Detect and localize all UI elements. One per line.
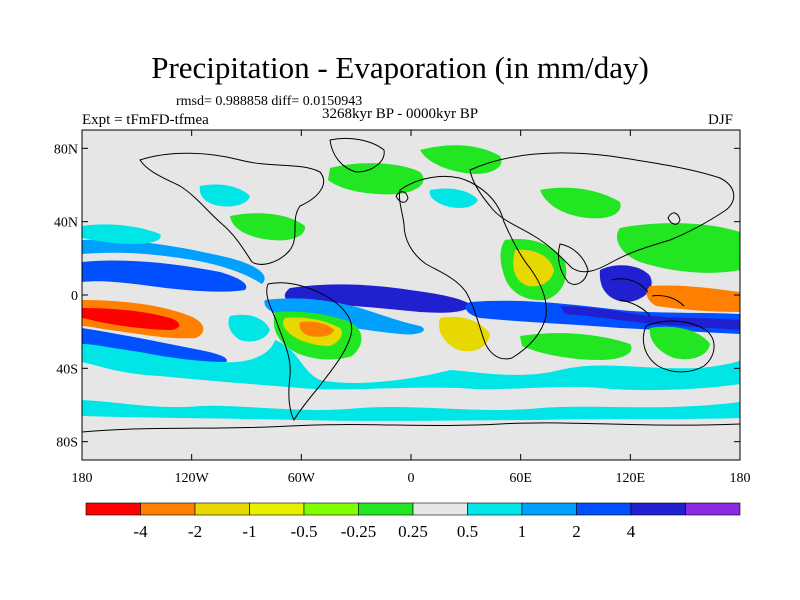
colorbar-swatch [358, 502, 414, 516]
field-s-africa-yellow [438, 316, 490, 352]
coast-asia [469, 152, 735, 273]
colorbar-swatch [630, 502, 686, 516]
coast-antarctica [82, 422, 740, 433]
map-title: Precipitation - Evaporation (in mm/day) [151, 50, 649, 85]
longitude-axis: 180 120W 60W 0 60E 120E 180 [72, 130, 751, 486]
coast-europe-africa [399, 176, 547, 360]
lat-tick-label: 40S [56, 362, 78, 377]
field-sa-orange [299, 321, 334, 337]
colorbar-label: 0.5 [457, 522, 478, 541]
coast-indian-subcontinent [557, 243, 589, 285]
experiment-label: Expt = tFmFD-tfmea [82, 112, 209, 128]
field-na-green [230, 213, 306, 241]
field-asia-green [540, 187, 621, 219]
field-nw-pacific-cyan [82, 224, 161, 244]
field-band-pacific-south-blue [82, 328, 227, 362]
coast-maritime-continent [611, 278, 685, 317]
coast-south-america [266, 282, 353, 422]
lon-tick-label: 60E [509, 471, 532, 486]
coastlines [82, 137, 740, 433]
lat-tick-label: 80N [54, 142, 78, 157]
field-s-indian-green [520, 333, 632, 360]
field-eurasia-green [420, 145, 502, 174]
field-wpac-green [616, 223, 740, 273]
colorbar-swatch [194, 502, 250, 516]
field-e-pacific-cyan [228, 314, 270, 342]
lon-tick-label: 120W [175, 471, 210, 486]
lon-tick-label: 180 [72, 471, 93, 486]
colorbar: -4 -2 -1 -0.5 -0.25 0.25 0.5 1 2 4 [85, 502, 741, 541]
colorbar-swatch [85, 502, 141, 516]
field-maritime-orange [646, 285, 740, 312]
colorbar-label: -1 [242, 522, 256, 541]
colorbar-swatch [303, 502, 359, 516]
colorbar-swatch [576, 502, 632, 516]
field-australia-green [649, 326, 710, 360]
lon-tick-label: 60W [288, 471, 316, 486]
colorbar-label: -4 [133, 522, 148, 541]
coast-north-america [139, 152, 325, 265]
colorbar-label: -0.5 [291, 522, 318, 541]
latitude-axis: 80N 40N 0 40S 80S [54, 142, 740, 451]
stats-text: rmsd= 0.988858 diff= 0.0150943 [176, 94, 363, 109]
field-band-atlantic-blue [284, 284, 470, 313]
period-text: 3268kyr BP - 0000kyr BP [322, 106, 479, 122]
lon-tick-label: 120E [616, 471, 646, 486]
colorbar-swatch [249, 502, 305, 516]
field-high-n-cyan [429, 188, 478, 208]
field-band-south-mid [82, 340, 740, 391]
lat-tick-label: 40N [54, 216, 78, 231]
coast-greenland [329, 137, 385, 173]
colorbar-label: -2 [188, 522, 202, 541]
colorbar-label: 0.25 [398, 522, 428, 541]
coast-australia [642, 320, 715, 373]
lat-tick-label: 0 [71, 289, 78, 304]
lon-tick-label: 180 [730, 471, 751, 486]
field-band-south-cyan [82, 400, 740, 421]
lon-tick-label: 0 [408, 471, 415, 486]
colorbar-label: 4 [627, 522, 636, 541]
lat-tick-label: 80S [56, 436, 78, 451]
coast-uk-japan [395, 191, 681, 225]
field-band-pacific-north-cyan [82, 239, 265, 284]
colorbar-swatch [140, 502, 196, 516]
colorbar-swatch [521, 502, 577, 516]
colorbar-label: 2 [572, 522, 581, 541]
colorbar-swatch [412, 502, 468, 516]
colorbar-label: -0.25 [341, 522, 376, 541]
field-na-cyan [199, 184, 250, 207]
field-band-pacific-south-red [82, 308, 180, 330]
colorbar-label: 1 [518, 522, 527, 541]
field-maritime-blue [599, 265, 652, 302]
field-band-pacific-north-blue [82, 260, 247, 292]
field-band-indian-darkblue [560, 306, 740, 330]
plot-area: 80N 40N 0 40S 80S 180 120W 60W 0 60E 120E 180 [54, 129, 751, 486]
field-band-atlantic-cyan [264, 298, 424, 335]
colorbar-swatch [467, 502, 523, 516]
season-label: DJF [708, 112, 734, 128]
colorbar-swatch [685, 502, 741, 516]
